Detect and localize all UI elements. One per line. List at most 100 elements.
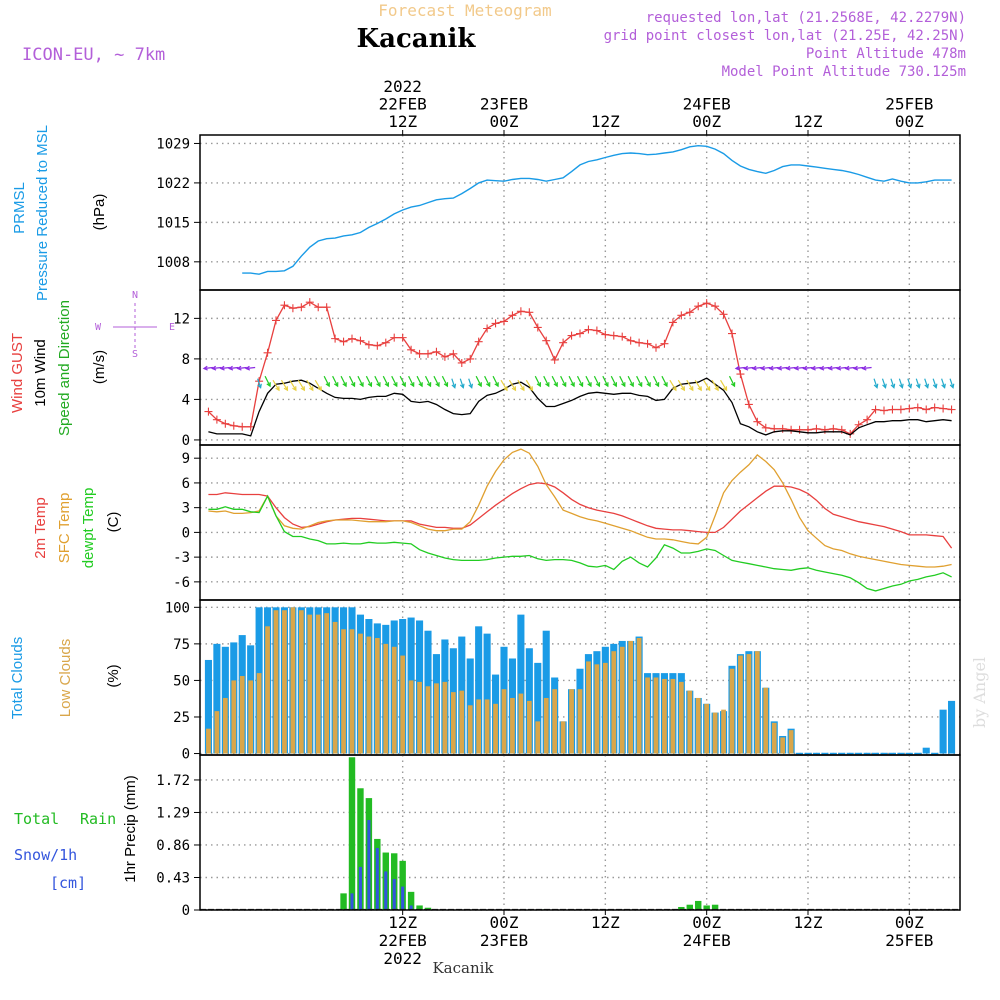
wind-direction-arrow — [854, 366, 864, 370]
wind-gust-marker — [694, 302, 703, 311]
wind-direction-arrow — [433, 375, 440, 387]
wind-direction-arrow — [786, 366, 796, 370]
wind-direction-arrowhead — [528, 386, 533, 392]
low-cloud-bar — [771, 722, 777, 754]
wind-direction-arrowhead — [236, 365, 242, 371]
temp-unit: (C) — [105, 512, 122, 533]
wind-direction-arrow — [492, 375, 499, 387]
time-label-top: 12Z — [794, 112, 823, 131]
low-cloud-bar — [442, 681, 448, 754]
low-cloud-bar — [729, 668, 735, 754]
wind-direction-arrow — [357, 375, 364, 387]
pressure-label-1: PRMSL — [11, 182, 28, 234]
wind-direction-arrow — [711, 379, 719, 391]
wind-direction-arrow — [636, 375, 643, 387]
wind-gust-marker — [913, 403, 922, 412]
snow-bar — [375, 848, 379, 910]
temp-2m-line — [208, 482, 953, 549]
wind-direction-arrowhead — [899, 383, 904, 389]
wind-gust-marker — [652, 343, 660, 352]
rain-bar — [357, 788, 364, 910]
low-cloud-bar — [721, 709, 726, 754]
low-cloud-bar — [324, 613, 330, 754]
wind-direction-arrowhead — [890, 383, 896, 389]
wind-direction-arrow — [297, 379, 305, 391]
rain-bar — [407, 891, 415, 910]
temp-label-3: dewpt Temp — [80, 488, 97, 569]
wind-gust-marker — [424, 349, 432, 358]
time-label-bottom: 25FEB — [885, 931, 933, 950]
wind-label-1: Wind GUST — [9, 333, 26, 413]
wind-direction-arrowhead — [629, 382, 634, 388]
low-cloud-bar — [476, 699, 482, 754]
wind-direction-arrow — [246, 366, 256, 370]
wind-direction-arrow — [735, 366, 746, 370]
wind-direction-arrow — [534, 375, 541, 387]
temp-ytick-label: 3 — [182, 501, 190, 517]
wind-direction-arrowhead — [503, 386, 508, 392]
wind-direction-arrowhead — [309, 386, 314, 392]
wind-direction-arrowhead — [714, 386, 719, 392]
wind-direction-arrow — [576, 375, 584, 387]
wind-gust-marker — [533, 323, 542, 332]
total-cloud-bar — [939, 709, 947, 754]
wind-gust-marker — [272, 316, 280, 325]
wind-direction-arrowhead — [654, 382, 660, 388]
wind-gust-marker — [331, 334, 340, 343]
low-cloud-bar — [282, 610, 287, 754]
wind-direction-arrow — [907, 378, 912, 388]
wind-direction-arrow — [686, 379, 694, 391]
low-cloud-bar — [484, 699, 490, 754]
precip-ytick-label: 0 — [182, 903, 190, 919]
wind-gust-marker — [466, 354, 475, 363]
wind-direction-arrow — [340, 375, 347, 387]
wind-direction-arrowhead — [409, 382, 415, 388]
wind-direction-arrowhead — [494, 382, 499, 388]
low-cloud-bar — [265, 626, 270, 754]
wind-gust-marker — [491, 319, 500, 328]
wind-unit: (m/s) — [91, 350, 108, 384]
wind-direction-arrowhead — [443, 382, 449, 388]
low-cloud-bar — [704, 703, 710, 754]
wind-panel: 0 4 8 12 — [173, 289, 961, 449]
wind-direction-arrowhead — [578, 382, 584, 388]
pressure-ytick-label: 1029 — [156, 136, 190, 152]
wind-gust-marker — [601, 330, 610, 339]
wind-direction-arrowhead — [810, 365, 816, 371]
wind-direction-arrowhead — [924, 383, 930, 389]
wind-gust-marker — [863, 415, 872, 424]
low-cloud-bar — [645, 677, 650, 754]
wind-direction-arrow — [424, 375, 432, 387]
wind-direction-arrowhead — [219, 365, 225, 371]
wind-gust-marker — [922, 405, 931, 414]
location-title: Kacanik — [357, 24, 477, 54]
wind-direction-arrowhead — [949, 383, 955, 389]
wind-gust-marker — [559, 338, 568, 347]
wind-gust-marker — [626, 336, 635, 345]
compass-e: E — [169, 322, 175, 333]
total-cloud-bar — [213, 643, 221, 754]
wind-direction-arrow — [610, 375, 617, 387]
rain-bar — [340, 893, 347, 910]
wind-direction-arrow — [508, 379, 516, 391]
wind-gust-marker — [753, 417, 762, 426]
low-cloud-bar — [678, 681, 684, 754]
wind-direction-arrow — [644, 375, 651, 387]
wind-gust-marker — [381, 338, 390, 347]
wind-ytick-label: 8 — [182, 352, 190, 368]
temp-ytick-label: 0 — [182, 525, 190, 541]
wind-direction-arrowhead — [844, 365, 850, 371]
wind-gust-marker — [525, 308, 534, 317]
plot-layer: 100810151022102904812-6-3036902550751000… — [156, 77, 961, 968]
wind-gust-marker — [348, 334, 356, 343]
low-cloud-bar — [298, 610, 304, 754]
wind-direction-arrowhead — [621, 382, 626, 388]
pressure-panel-labels: PRMSL Pressure Reduced to MSL (hPa) — [11, 125, 108, 301]
low-cloud-bar — [425, 686, 431, 754]
wind-direction-arrowhead — [882, 383, 887, 389]
temp-label-1: 2m Temp — [32, 497, 49, 558]
wind-gust-marker — [609, 331, 618, 340]
wind-direction-arrow — [560, 375, 567, 387]
wind-direction-arrow — [720, 379, 728, 391]
